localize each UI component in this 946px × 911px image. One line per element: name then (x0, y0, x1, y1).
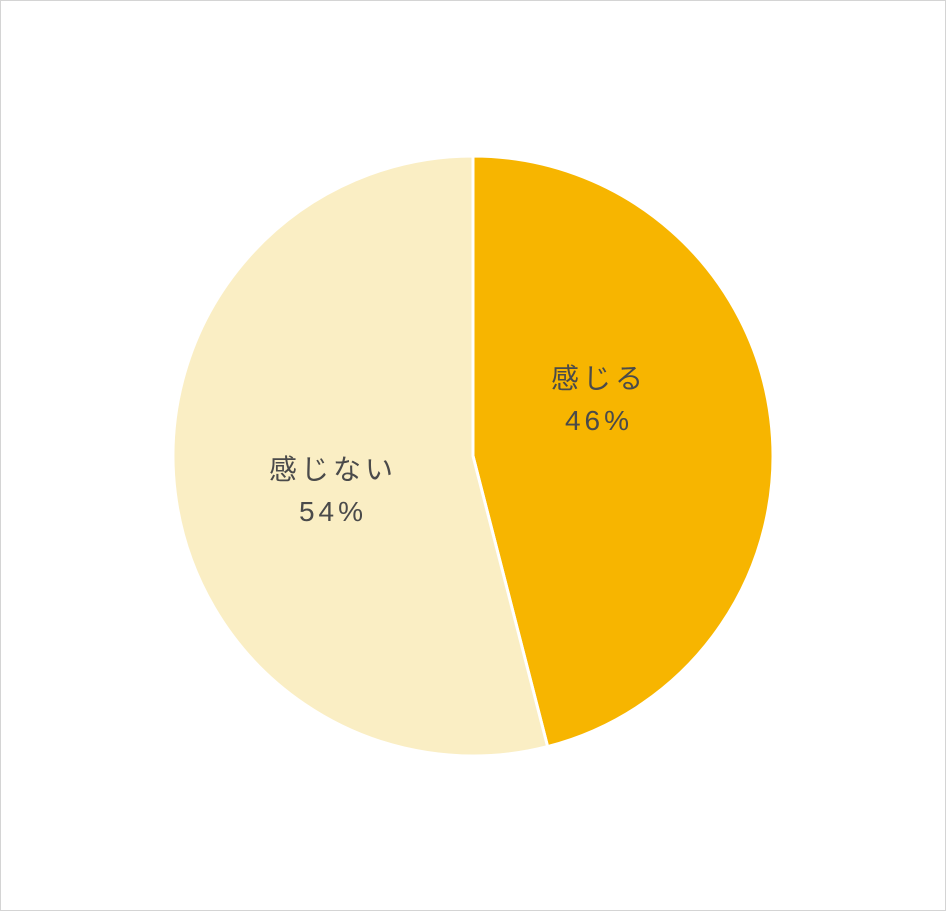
chart-container: 感じる 46% 感じない 54% (0, 0, 946, 911)
pie-chart: 感じる 46% 感じない 54% (123, 106, 823, 806)
pie-svg (123, 106, 823, 806)
